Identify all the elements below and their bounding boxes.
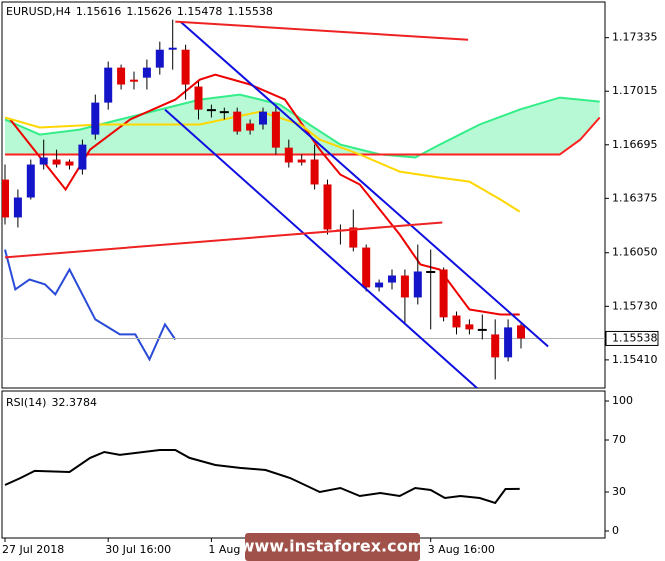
candle-body	[13, 197, 22, 218]
candle-body	[2, 179, 9, 218]
trend-line	[179, 20, 549, 348]
candle-body	[426, 270, 436, 273]
rsi-line	[4, 449, 520, 505]
candle-body	[517, 325, 525, 339]
trend-line	[164, 108, 479, 388]
candle-body	[246, 123, 255, 131]
y-tick-label: 1.17335	[612, 31, 658, 44]
indicator-line	[4, 110, 521, 213]
candle-body	[168, 47, 177, 50]
candle-body	[39, 157, 48, 165]
candle-body	[259, 111, 267, 125]
x-tick-label: 3 Aug 16:00	[428, 543, 495, 556]
open-value: 1.15616	[76, 5, 122, 18]
candle-body	[452, 315, 461, 328]
candle-body	[465, 324, 474, 330]
candle-body	[362, 247, 371, 288]
rsi-plot	[4, 449, 520, 505]
y-tick-label: 1.17015	[612, 84, 658, 97]
candle-body	[284, 147, 293, 163]
candle-body	[349, 227, 358, 248]
candle-body	[271, 111, 280, 148]
candle-body	[78, 144, 87, 170]
candle-body	[104, 67, 113, 103]
candle-body	[439, 269, 448, 318]
main-frame	[1, 1, 606, 389]
candle-body	[91, 102, 100, 135]
candle-body	[400, 275, 409, 298]
candle-body	[117, 67, 126, 85]
candle-body	[477, 328, 487, 331]
x-tick-label: 30 Jul 16:00	[105, 543, 171, 556]
y-tick-label: 1.15410	[612, 353, 658, 366]
trend-line	[4, 221, 443, 259]
symbol: EURUSD,H4	[6, 5, 71, 18]
rsi-title: RSI(14)	[6, 396, 46, 409]
candle-body	[194, 86, 203, 110]
candle-body	[130, 79, 138, 82]
low-value: 1.15478	[177, 5, 223, 18]
candle-body	[310, 159, 319, 185]
x-tick-label: 1 Aug	[208, 543, 240, 556]
candle-body	[297, 159, 306, 163]
candle-body	[142, 67, 151, 78]
y-tick-label: 30	[612, 485, 626, 498]
candle-body	[206, 109, 216, 112]
candle-body	[491, 334, 500, 358]
rsi-frame	[1, 390, 606, 539]
candle-body	[219, 111, 229, 114]
indicator-line	[4, 249, 177, 362]
candle-body	[375, 282, 384, 288]
main-plot	[2, 19, 605, 388]
y-tick-label: 0	[612, 524, 619, 537]
y-tick-label: 1.15730	[612, 299, 658, 312]
candle-body	[323, 184, 332, 230]
high-value: 1.15626	[126, 5, 172, 18]
y-tick-label: 1.16050	[612, 246, 658, 259]
trend-line	[175, 20, 469, 41]
candle-body	[52, 159, 61, 165]
x-tick-label: 27 Jul 2018	[2, 543, 64, 556]
watermark: www.instaforex.com	[240, 537, 424, 556]
candle-body	[388, 275, 396, 283]
y-tick-label: 1.16695	[612, 138, 658, 151]
candle-body	[504, 327, 513, 358]
header: EURUSD,H4 1.15616 1.15626 1.15478 1.15538	[6, 5, 273, 18]
price-label: 1.15538	[612, 331, 658, 344]
candle-body	[65, 161, 74, 166]
candle-body	[26, 164, 35, 198]
y-tick-label: 1.16375	[612, 191, 658, 204]
axes: 1.17335 1.17015 1.16695 1.16375 1.16050 1.157…	[2, 31, 659, 556]
y-tick-label: 100	[612, 394, 633, 407]
candle-body	[155, 49, 164, 68]
candle-body	[413, 271, 422, 298]
candle-body	[233, 111, 242, 132]
cloud-lower	[5, 116, 601, 156]
rsi-header: RSI(14) 32.3784	[6, 396, 97, 409]
watermark-box	[245, 533, 420, 561]
price-box	[605, 330, 659, 346]
rsi-value: 32.3784	[51, 396, 97, 409]
close-value: 1.15538	[227, 5, 273, 18]
candle-body	[181, 49, 190, 85]
y-tick-label: 70	[612, 433, 626, 446]
